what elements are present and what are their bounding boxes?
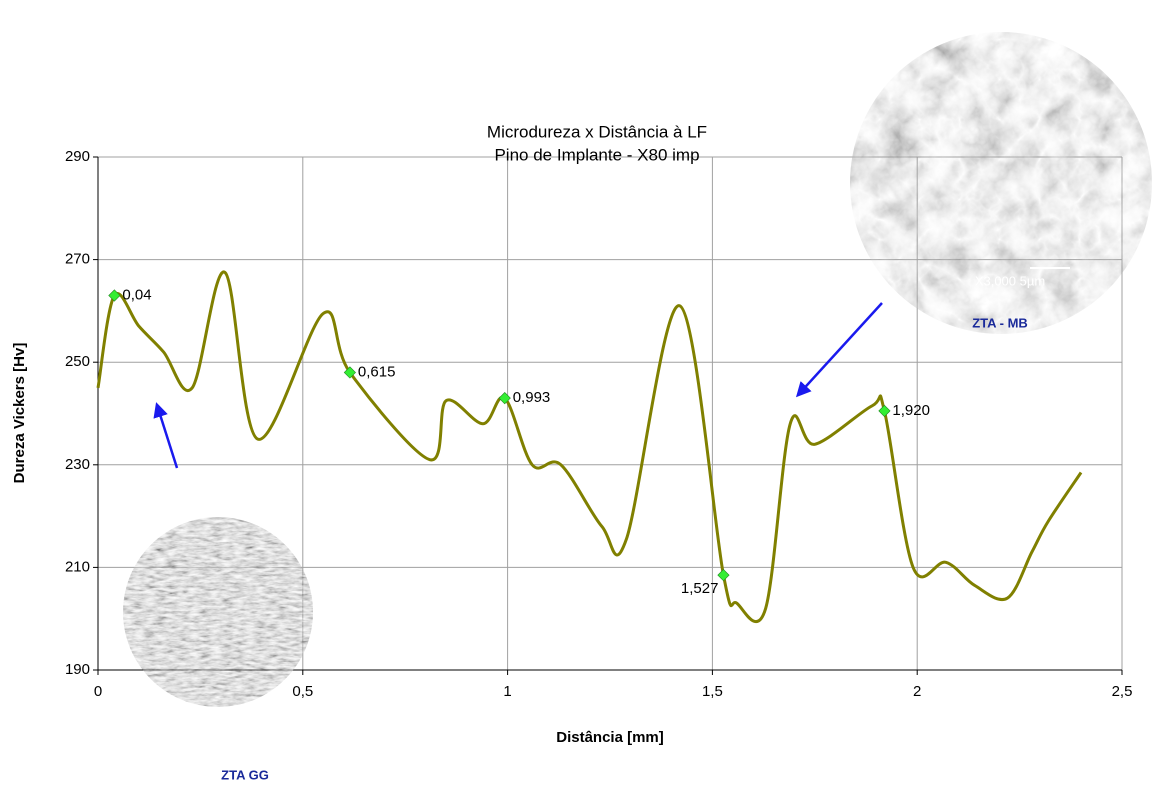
x-tick-label: 1 [503, 683, 511, 700]
chart-subtitle: Pino de Implante - X80 imp [494, 145, 699, 164]
micrograph-image [123, 517, 313, 707]
caption: ZTA GG [221, 767, 269, 782]
data-label: 1,920 [892, 402, 930, 419]
y-tick-label: 190 [65, 661, 90, 678]
arrow [795, 302, 883, 398]
x-tick-label: 2 [913, 683, 921, 700]
marker [878, 404, 891, 418]
y-tick-label: 230 [65, 456, 90, 473]
line [96, 270, 1083, 624]
micrograph-left: X700 20µm ZTA GG [123, 402, 313, 782]
scale-text: X700 20µm [231, 730, 293, 744]
marker [717, 569, 730, 582]
data-label: 0,04 [122, 286, 151, 303]
data-label: 0,615 [358, 363, 396, 380]
plot-area: 190 210 230 250 270 290 0 0,5 1 1,5 2 2,5 0,04 0,615 0… [65, 148, 1132, 700]
y-tick-label: 270 [65, 251, 90, 268]
y-tick-label: 250 [65, 353, 90, 370]
marker [108, 289, 121, 302]
x-axis-label: Distância [mm] [556, 729, 664, 746]
x-tick-label: 2,5 [1112, 683, 1133, 700]
x-tick-label: 1,5 [702, 683, 723, 700]
data-label: 1,527 [681, 580, 719, 597]
y-tick-label: 290 [65, 148, 90, 165]
x-tick-label: 0,5 [292, 683, 313, 700]
micrograph-image [850, 32, 1152, 334]
micrograph-right: X3,000 5µm ZTA - MB [795, 32, 1152, 398]
caption: ZTA - MB [972, 315, 1028, 330]
marker [498, 392, 511, 405]
data-label: 0,993 [513, 389, 551, 406]
chart-title: Microdureza x Distância à LF [487, 122, 707, 141]
y-axis-label: Dureza Vickers [Hv] [11, 343, 28, 484]
marker [343, 366, 356, 379]
arrow [153, 402, 179, 469]
x-tick-label: 0 [94, 683, 102, 700]
scale-text: X3,000 5µm [975, 273, 1045, 288]
y-tick-label: 210 [65, 558, 90, 575]
